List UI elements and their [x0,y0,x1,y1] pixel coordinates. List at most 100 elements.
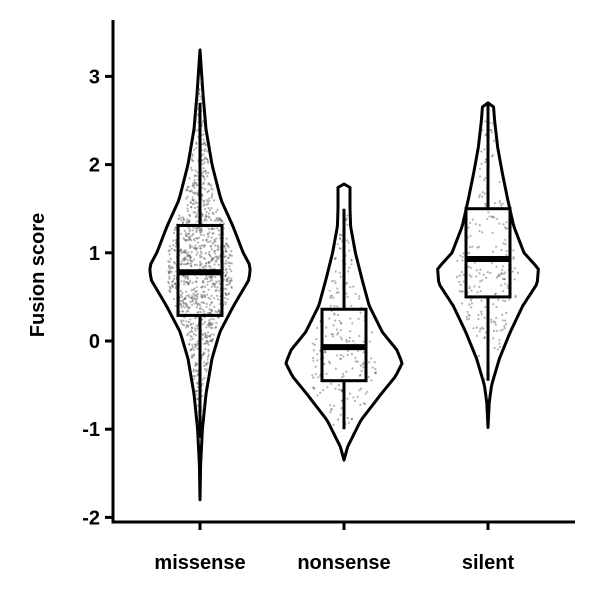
data-point [209,326,212,329]
data-point [500,248,503,252]
data-point [478,230,481,233]
data-point [209,322,212,325]
data-point [202,142,205,146]
data-point [199,247,203,250]
data-point [174,226,177,229]
data-point [215,280,218,283]
data-point [209,304,212,307]
data-point [333,313,336,316]
data-point [194,290,197,293]
data-point [352,339,355,343]
data-point [207,206,210,210]
data-point [201,308,204,311]
data-point [202,119,205,122]
data-point [503,278,506,281]
data-point [359,373,362,377]
data-point [200,79,203,83]
data-point [489,271,492,275]
data-point [167,249,170,253]
data-point [170,270,173,273]
data-point [186,259,189,262]
data-point [184,249,188,252]
data-point [180,319,183,322]
data-point [186,324,190,327]
data-point [208,197,211,200]
data-point [336,305,339,308]
data-point [217,263,220,266]
data-point [207,260,211,264]
data-point [483,148,486,151]
data-point [210,294,213,297]
data-point [184,274,187,278]
data-point [206,283,209,286]
data-point [185,275,188,278]
data-point [217,280,221,283]
data-point [339,336,342,339]
data-point [224,255,227,259]
data-point [196,385,200,389]
data-point [206,355,210,359]
data-point [184,281,187,284]
data-point [199,256,202,259]
data-point [213,227,216,230]
data-point [227,292,230,295]
data-point [195,306,198,309]
data-point [192,288,195,291]
data-point [460,270,463,274]
data-point [173,248,176,252]
data-point [354,292,357,296]
data-point [206,175,209,178]
data-point [188,331,191,334]
data-point [183,297,186,301]
data-point [201,124,204,127]
data-point [167,264,171,267]
data-point [205,261,208,264]
data-point [190,250,193,254]
data-point [191,185,194,188]
data-point [212,199,215,202]
data-point [513,278,516,281]
data-point [482,273,485,276]
data-point [217,257,220,261]
data-point [505,323,508,326]
data-point [511,270,514,273]
data-point [322,389,325,392]
data-point [204,169,207,172]
data-point [199,310,202,314]
data-point [205,219,208,222]
data-point [336,313,339,316]
data-point [480,150,483,153]
data-point [188,213,191,216]
data-point [191,182,195,185]
data-point [192,226,195,229]
data-point [209,280,212,283]
data-point [484,202,487,205]
data-point [194,343,197,347]
data-point [227,276,230,279]
data-point [481,279,484,282]
data-point [312,386,315,389]
data-point [478,224,481,227]
data-point [484,134,487,137]
data-point [207,189,211,192]
data-point [477,317,480,321]
data-point [185,310,188,313]
data-point [210,285,213,288]
data-point [330,333,333,336]
data-point [180,321,183,324]
y-tick-label: 1 [89,243,100,265]
data-point [213,263,216,266]
data-point [478,272,481,275]
data-point [194,297,197,301]
data-point [198,245,201,248]
data-point [217,289,221,292]
data-point [214,289,217,293]
data-point [329,304,332,307]
data-point [192,211,195,214]
data-point [199,247,202,250]
data-point [492,329,496,333]
data-point [480,299,483,302]
data-point [172,277,175,280]
data-point [183,258,186,261]
data-point [167,260,170,263]
